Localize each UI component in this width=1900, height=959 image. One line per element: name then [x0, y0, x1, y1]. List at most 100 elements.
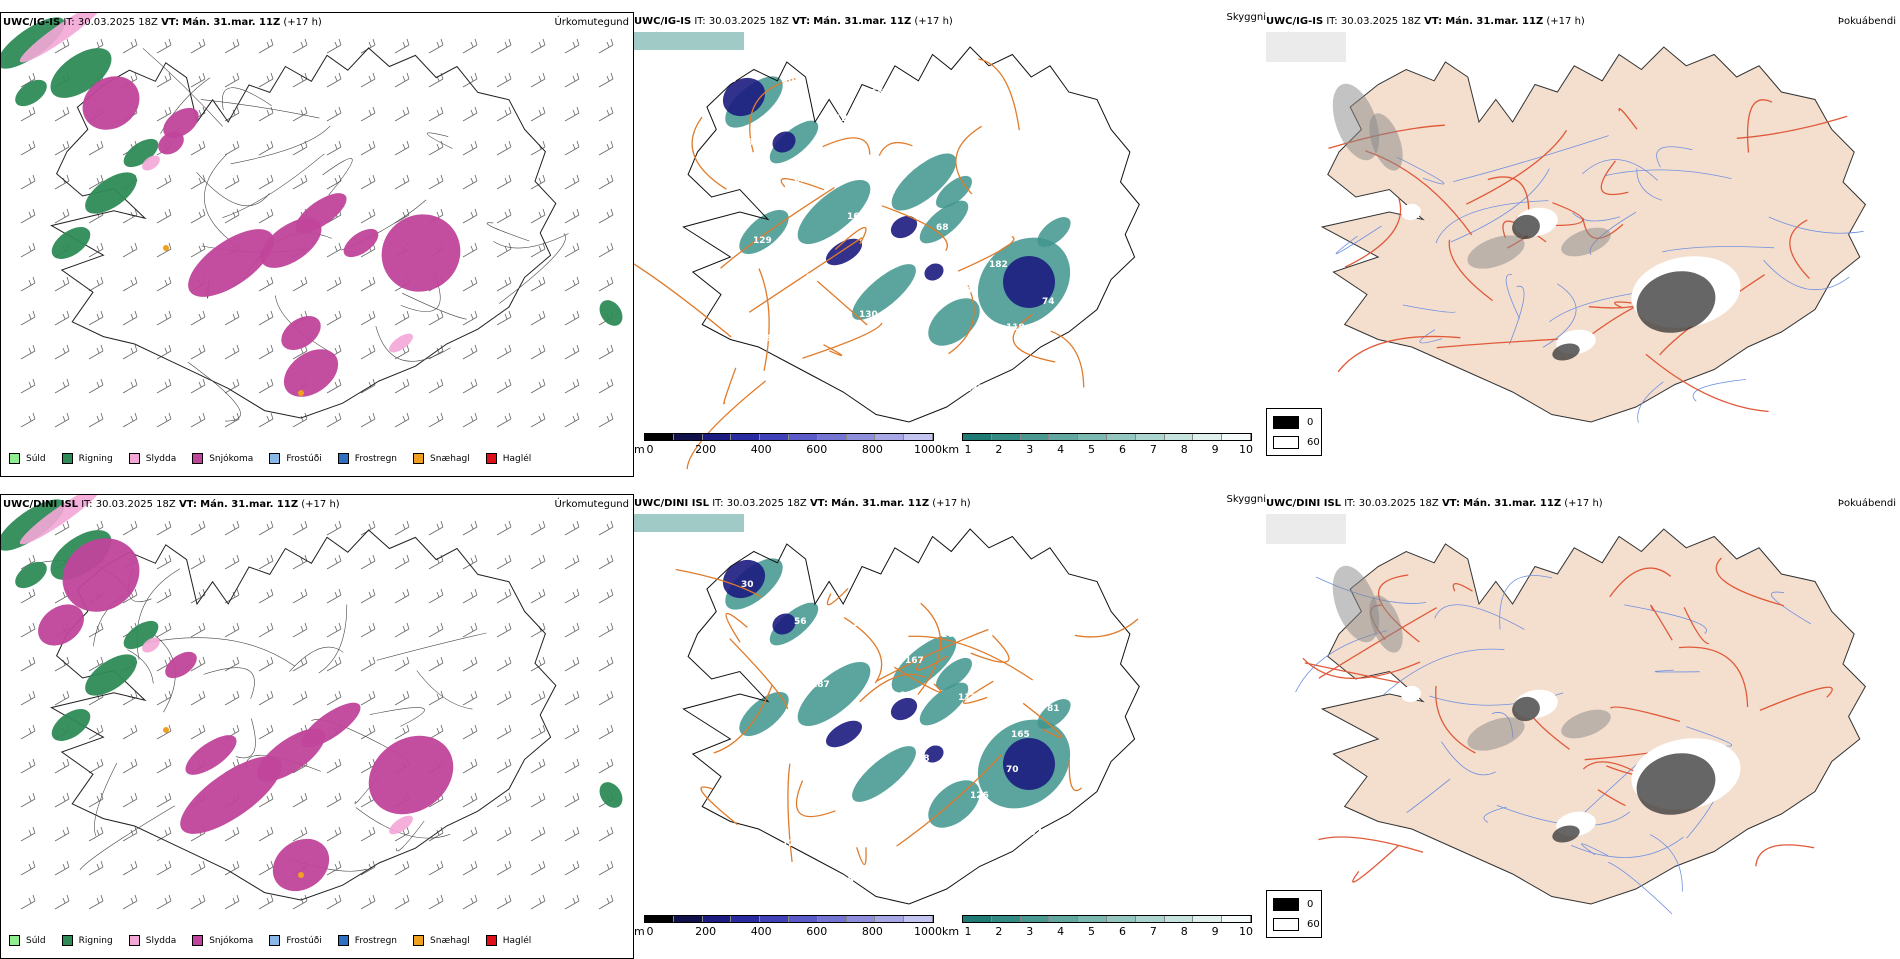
- precip-legend-swatch: [9, 935, 20, 946]
- visibility-value-label: 25: [724, 75, 737, 85]
- visibility-value-label: 82: [1030, 199, 1043, 209]
- snow-area: [82, 76, 140, 130]
- fog-area: [1332, 565, 1380, 643]
- fog-area: [1561, 709, 1611, 739]
- fog-legend: 0 60: [1266, 408, 1322, 456]
- low-cloud-base-area: [772, 131, 796, 153]
- colorbar-segment: [731, 434, 761, 440]
- colorbar-segment: [673, 434, 703, 440]
- rain-area: [1, 499, 65, 551]
- fog-legend-white-swatch: [1273, 436, 1299, 449]
- colorbar-segment: [1164, 916, 1194, 922]
- precip-legend-label: Snjókoma: [209, 935, 254, 946]
- sleet-area: [389, 815, 413, 835]
- colorbar-strip: [962, 433, 1252, 441]
- lead-time: (+17 h): [301, 499, 340, 510]
- low-cloud-base-area: [722, 559, 766, 599]
- vt-label: VT:: [1441, 498, 1460, 509]
- lead-time: (+17 h): [283, 17, 322, 28]
- low-visibility-area: [852, 264, 916, 320]
- colorbar-segment: [875, 916, 905, 922]
- precip-header: UWC/IG-IS IT: 30.03.2025 18Z VT: Mán. 31…: [3, 17, 322, 28]
- snow-area: [163, 107, 199, 139]
- visibility-value-label: 182: [770, 741, 789, 751]
- rain-area: [85, 654, 137, 696]
- colorbar-tick-label: 7: [1149, 925, 1157, 938]
- colorbar-tick-label: 10: [1239, 925, 1253, 938]
- lead-time: (+17 h): [932, 498, 971, 509]
- visibility-value-label: 126: [970, 791, 989, 801]
- glacier-area: [1401, 685, 1421, 703]
- visibility-value-label: 74: [1042, 297, 1055, 307]
- vt-value: Mán. 31.mar. 11Z: [1445, 16, 1544, 27]
- vis-title: Skyggni: [1226, 12, 1266, 23]
- snow-area: [283, 349, 339, 397]
- colorbar-segment: [760, 434, 789, 440]
- colorbar-tick-label: 6: [1118, 443, 1126, 456]
- low-cloud-base-area: [890, 215, 918, 239]
- coastline: [682, 46, 1140, 423]
- colorbar-tick-label: 4: [1057, 443, 1065, 456]
- visibility-value-label: 157: [1023, 828, 1042, 838]
- fog-area: [1467, 717, 1525, 751]
- it-value: 30.03.2025 18Z: [77, 17, 158, 28]
- precip-legend-label: Frostregn: [354, 453, 398, 464]
- sleet-area: [19, 495, 103, 545]
- visibility-value-label: 81: [1047, 704, 1060, 714]
- visibility-value-label: 130: [859, 310, 878, 320]
- precip-legend: Súld Rigning Slydda Snjókoma Frostúði Frostre…: [9, 935, 547, 946]
- sleet-area: [142, 637, 160, 653]
- precip-legend-label: Haglél: [502, 453, 532, 464]
- visibility-value-label: 13: [758, 643, 771, 653]
- it-label: IT:: [1344, 498, 1356, 509]
- colorbar-segment: [1049, 434, 1079, 440]
- visibility-colorbar: km 1 2 3 4 5 6 7 8 9 10: [942, 433, 1253, 463]
- precip-legend-item: Súld: [9, 935, 46, 946]
- visibility-value-label: 39: [765, 334, 778, 344]
- colorbar-segment: [846, 916, 876, 922]
- precip-legend-item: Snæhagl: [413, 935, 470, 946]
- visibility-value-label: 65: [871, 88, 884, 98]
- visibility-value-label: 99: [1018, 101, 1031, 111]
- fog-header: UWC/IG-IS IT: 30.03.2025 18Z VT: Mán. 31…: [1266, 16, 1585, 27]
- precip-legend-item: Haglél: [485, 453, 532, 464]
- model-name: UWC/DINI ISL: [3, 499, 79, 510]
- low-cloud-base-area: [772, 613, 796, 635]
- snow-area: [272, 838, 330, 892]
- visibility-value-label: 241: [799, 582, 818, 592]
- it-label: IT:: [63, 17, 75, 28]
- rain-area: [85, 172, 137, 214]
- precip-legend-label: Slydda: [145, 453, 177, 464]
- low-visibility-area: [935, 657, 973, 691]
- colorbar-segment: [731, 916, 761, 922]
- colorbar-tick-label: 5: [1088, 443, 1096, 456]
- precip-legend-swatch: [337, 453, 349, 464]
- colorbar-unit: km: [942, 443, 960, 456]
- visibility-colorbar: km 1 2 3 4 5 6 7 8 9 10: [942, 915, 1253, 945]
- colorbar-strip: [962, 915, 1252, 923]
- snow-pellet-spot: [298, 872, 304, 878]
- visibility-value-label: 12: [782, 839, 795, 849]
- coastline: [50, 47, 557, 419]
- visibility-value-label: 125: [965, 384, 984, 394]
- precip-type-map: [1, 495, 633, 926]
- colorbar-segment: [963, 434, 992, 440]
- precip-type-panel: UWC/DINI ISL IT: 30.03.2025 18Z VT: Mán.…: [0, 494, 634, 959]
- precip-legend-item: Súld: [9, 453, 46, 464]
- visibility-value-label: 268: [806, 273, 825, 283]
- precip-legend-swatch: [61, 453, 73, 464]
- precip-legend-label: Frostúði: [286, 935, 322, 946]
- colorbar-segment: [963, 916, 992, 922]
- coastline: [682, 528, 1140, 905]
- colorbar-segment: [991, 916, 1021, 922]
- fog-area: [1369, 113, 1403, 171]
- dense-fog-area: [1512, 696, 1540, 722]
- rain-area: [15, 79, 47, 107]
- precip-title: Úrkomutegund: [554, 17, 629, 28]
- precip-legend-label: Súld: [26, 453, 46, 464]
- visibility-value-label: 94: [1035, 606, 1048, 616]
- snow-area: [62, 538, 140, 612]
- precip-legend-swatch: [128, 453, 140, 464]
- visibility-value-label: 148: [835, 876, 854, 886]
- colorbar-tick-label: 6: [1118, 925, 1126, 938]
